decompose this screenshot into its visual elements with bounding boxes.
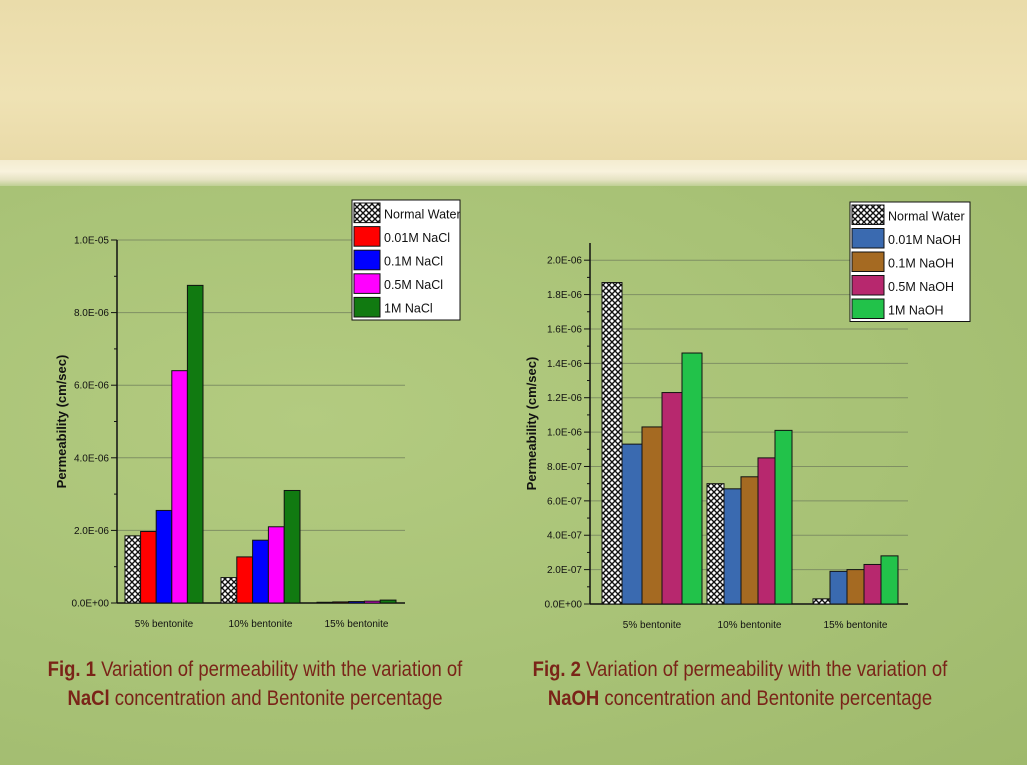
legend-label: 0.1M NaOH bbox=[888, 256, 954, 270]
bar-normal-water bbox=[601, 282, 623, 605]
caption-fig2: Fig. 2 Variation of permeability with th… bbox=[524, 655, 955, 713]
caption-fig1-line1: Variation of permeability with the varia… bbox=[95, 658, 463, 681]
bar-0-01m-naoh bbox=[621, 443, 643, 605]
y-axis-title: Permeability (cm/sec) bbox=[54, 355, 69, 489]
x-tick-label: 10% bentonite bbox=[229, 619, 293, 630]
header-band bbox=[0, 0, 1027, 162]
caption-fig1: Fig. 1 Variation of permeability with th… bbox=[39, 655, 470, 713]
legend-swatch bbox=[851, 251, 885, 272]
legend-label: 0.01M NaOH bbox=[888, 233, 961, 247]
legend-swatch bbox=[851, 204, 885, 225]
y-tick-label: 2.0E-06 bbox=[74, 526, 109, 537]
bar-0-1m-naoh bbox=[846, 569, 865, 605]
bar-0-1m-naoh bbox=[740, 476, 759, 605]
y-tick-label: 4.0E-06 bbox=[74, 453, 109, 464]
legend-swatch bbox=[353, 273, 381, 294]
x-tick-label: 15% bentonite bbox=[824, 620, 888, 631]
legend-label: 1M NaCl bbox=[384, 302, 433, 316]
y-tick-label: 8.0E-06 bbox=[74, 308, 109, 319]
bar-0-5m-naoh bbox=[757, 457, 776, 605]
legend-label: 1M NaOH bbox=[888, 303, 944, 317]
legend-swatch bbox=[353, 296, 381, 318]
legend-swatch bbox=[353, 202, 381, 224]
legend-label: Normal Water bbox=[384, 207, 461, 221]
y-tick-label: 4.0E-07 bbox=[547, 531, 582, 542]
legend-label: 0.01M NaCl bbox=[384, 231, 450, 245]
y-tick-label: 1.8E-06 bbox=[547, 290, 582, 301]
chart-naoh: 0.0E+00 2.0E-07 4.0E-07 6.0E-07 8.0E-07 1.0E-… bbox=[524, 201, 971, 631]
y-tick-label: 6.0E-07 bbox=[547, 496, 582, 507]
y-tick-label: 1.0E-05 bbox=[74, 236, 109, 247]
bar-0-5m-naoh bbox=[661, 392, 683, 605]
y-tick-label: 0.0E+00 bbox=[71, 599, 109, 610]
caption-fig1-label: Fig. 1 bbox=[47, 658, 96, 681]
x-tick-label: 5% bentonite bbox=[623, 620, 682, 631]
legend-swatch bbox=[851, 275, 885, 296]
x-tick-label: 10% bentonite bbox=[718, 620, 782, 631]
legend-swatch bbox=[353, 226, 381, 247]
caption-fig1-line2: concentration and Bentonite percentage bbox=[109, 687, 443, 710]
legend-label: 0.1M NaCl bbox=[384, 255, 443, 269]
legend-swatch bbox=[851, 298, 885, 319]
y-tick-label: 1.0E-06 bbox=[547, 428, 582, 439]
caption-fig2-bold: NaOH bbox=[547, 687, 600, 710]
legend-swatch bbox=[353, 249, 381, 271]
y-tick-label: 2.0E-07 bbox=[547, 565, 582, 576]
bar-0-01m-naoh bbox=[829, 570, 848, 605]
y-tick-label: 8.0E-07 bbox=[547, 462, 582, 473]
legend-label: 0.5M NaOH bbox=[888, 280, 954, 294]
caption-fig2-line2: concentration and Bentonite percentage bbox=[599, 687, 933, 710]
bar-1m-nacl bbox=[283, 489, 301, 604]
bar-1m-nacl bbox=[186, 284, 204, 604]
bar-1m-nacl bbox=[379, 599, 397, 604]
y-tick-label: 6.0E-06 bbox=[74, 381, 109, 392]
legend-swatch bbox=[851, 228, 885, 249]
x-tick-label: 15% bentonite bbox=[325, 619, 389, 630]
bar-1m-naoh bbox=[681, 352, 703, 605]
y-tick-label: 0.0E+00 bbox=[544, 600, 582, 611]
bar-normal-water bbox=[812, 598, 831, 605]
bar-1m-naoh bbox=[880, 555, 899, 605]
y-axis-title: Permeability (cm/sec) bbox=[524, 357, 539, 491]
chart-nacl: 0.0E+00 2.0E-06 4.0E-06 6.0E-06 8.0E-06 1.0E-… bbox=[54, 199, 461, 630]
caption-fig1-bold: NaCl bbox=[67, 687, 110, 710]
bar-0-1m-naoh bbox=[641, 426, 663, 605]
x-tick-label: 5% bentonite bbox=[135, 619, 194, 630]
y-tick-label: 1.4E-06 bbox=[547, 359, 582, 370]
y-tick-label: 1.2E-06 bbox=[547, 393, 582, 404]
bar-0-5m-naoh bbox=[863, 563, 882, 605]
legend-label: Normal Water bbox=[888, 209, 965, 223]
bar-0-01m-naoh bbox=[723, 488, 742, 605]
legend-label: 0.5M NaCl bbox=[384, 278, 443, 292]
y-tick-label: 1.6E-06 bbox=[547, 324, 582, 335]
caption-fig2-line1: Variation of permeability with the varia… bbox=[580, 658, 948, 681]
caption-fig2-label: Fig. 2 bbox=[532, 658, 581, 681]
y-tick-label: 2.0E-06 bbox=[547, 256, 582, 267]
bar-1m-naoh bbox=[774, 429, 793, 605]
paper-edge bbox=[0, 160, 1027, 186]
bar-normal-water bbox=[706, 483, 725, 605]
